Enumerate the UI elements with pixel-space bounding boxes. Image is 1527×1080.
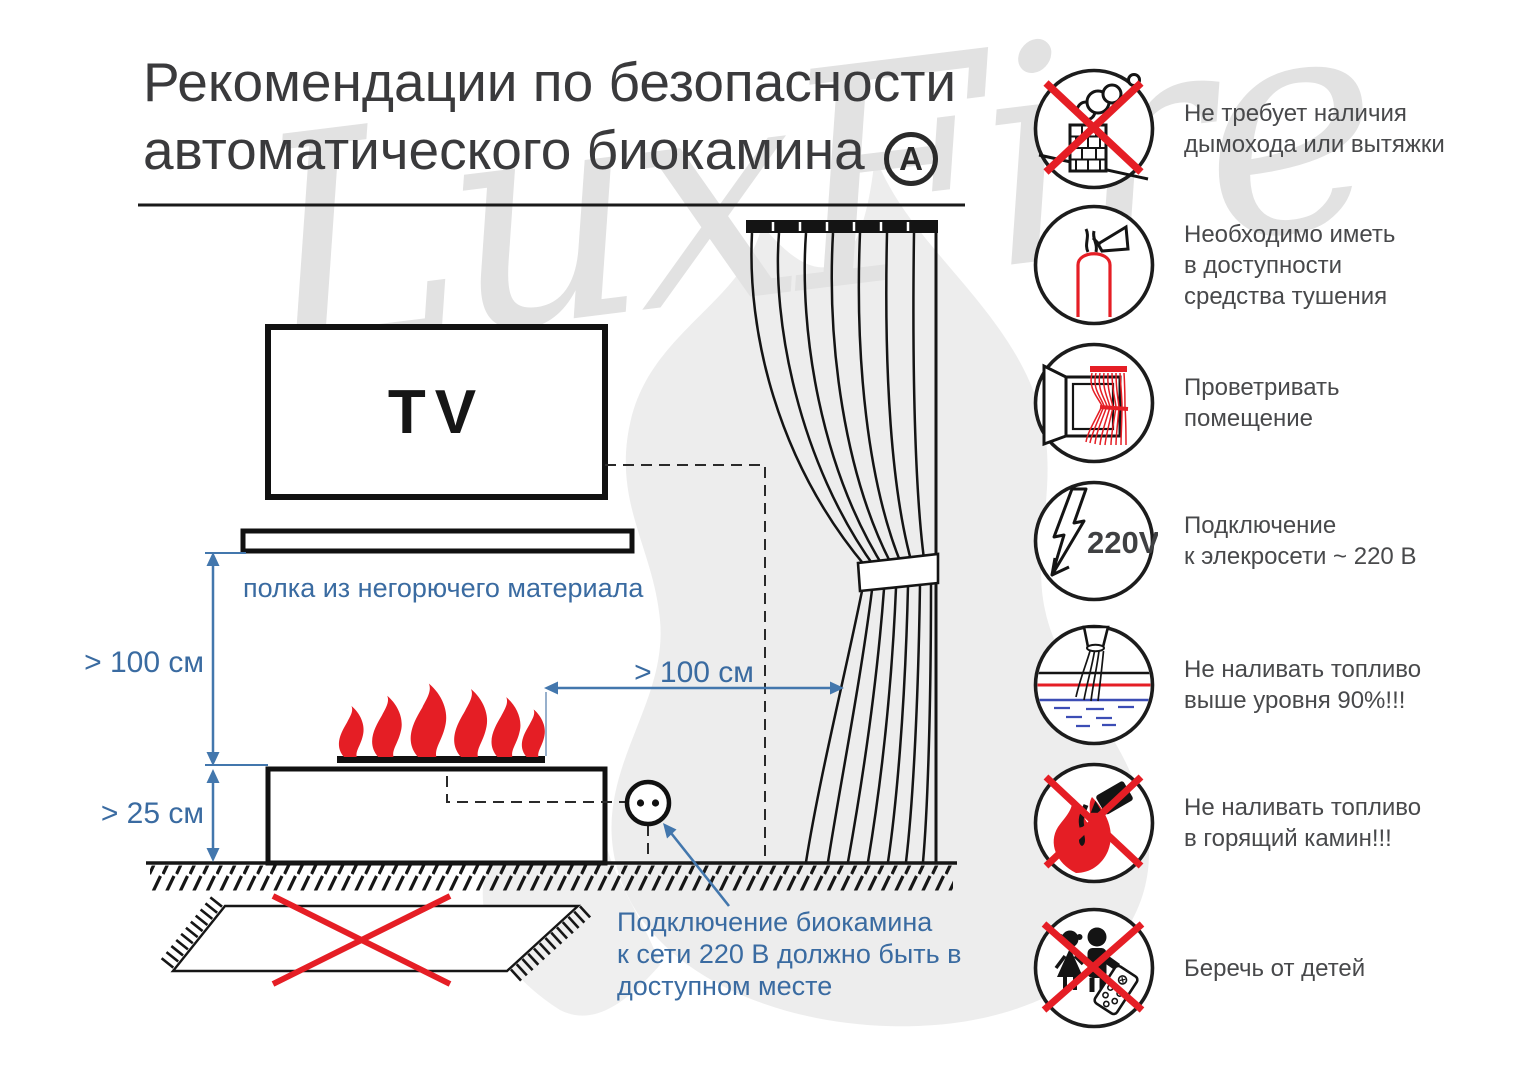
window-curtain — [1085, 366, 1129, 446]
shelf-label: полка из негорючего материала — [243, 573, 644, 603]
outlet-note: Подключение биокамина к сети 220 В должн… — [617, 906, 962, 1002]
fire-extinguisher-icon — [1033, 204, 1155, 326]
power-220v-icon: 220V — [1033, 480, 1158, 602]
class-a-badge: A — [884, 132, 938, 186]
smoke-cloud — [1075, 73, 1141, 122]
safety-item-extinguisher: Необходимо иметь в доступности средства … — [1030, 201, 1395, 329]
dimension-label-horizontal-100cm: > 100 см — [634, 656, 754, 689]
keep-away-children-icon — [1033, 907, 1155, 1029]
page-title: Рекомендации по безопасности автоматичес… — [143, 48, 956, 184]
tv-label: TV — [387, 377, 486, 447]
safety-item-power: 220V Подключение к элекросети ~ 220 В — [1030, 477, 1416, 605]
outlet-note-line1: Подключение биокамина — [617, 907, 933, 937]
no-chimney-icon — [1033, 68, 1155, 190]
safety-item-fuel-level: Не наливать топливо выше уровня 90%!!! — [1030, 621, 1421, 749]
safety-item-label: Не требует наличия дымохода или вытяжки — [1184, 100, 1445, 158]
red-cross — [1041, 921, 1145, 1013]
red-cross — [1043, 80, 1144, 175]
outlet-note-line3: доступном месте — [617, 971, 833, 1001]
no-refill-burning-icon — [1033, 762, 1155, 884]
safety-item-label: Подключение к элекросети ~ 220 В — [1184, 512, 1417, 570]
safety-item-children: Беречь от детей — [1030, 904, 1365, 1032]
page-title-line2: автоматического биокамина — [143, 119, 865, 181]
safety-item-label: Не наливать топливо в горящий камин!!! — [1184, 794, 1422, 852]
safety-item-label: Необходимо иметь в доступности средства … — [1184, 220, 1396, 310]
page-title-line1: Рекомендации по безопасности — [143, 51, 957, 113]
fuel-level-icon — [1033, 624, 1155, 746]
safety-item-label: Проветривать помещение — [1184, 374, 1340, 432]
ventilate-window-icon — [1033, 342, 1155, 464]
safety-item-no-chimney: Не требует наличия дымохода или вытяжки — [1030, 65, 1445, 193]
safety-item-no-refill: Не наливать топливо в горящий камин!!! — [1030, 759, 1421, 887]
safety-item-label: Беречь от детей — [1184, 954, 1366, 982]
safety-item-ventilate: Проветривать помещение — [1030, 339, 1340, 467]
220v-text: 220V — [1087, 525, 1158, 560]
outlet-note-line2: к сети 220 В должно быть в — [617, 939, 962, 969]
safety-item-label: Не наливать топливо выше уровня 90%!!! — [1184, 656, 1422, 714]
fuel-streams — [1075, 650, 1105, 702]
dimension-label-25cm: > 25 см — [100, 797, 204, 830]
dimension-label-left-100cm: > 100 см — [84, 646, 204, 679]
red-cross — [1043, 774, 1144, 869]
